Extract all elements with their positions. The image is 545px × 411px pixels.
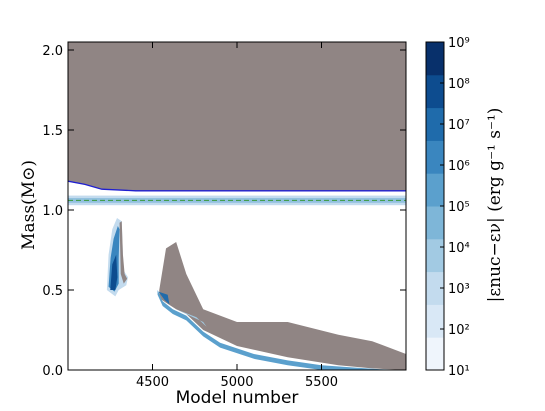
core1-convective: [119, 221, 128, 284]
y-tick-label: 1.5: [42, 124, 63, 139]
colorbar-tick-label: 10⁷: [448, 118, 470, 133]
core-convection-region-2: [157, 242, 406, 370]
envelope-boundary-line: [68, 180, 406, 192]
colorbar-segment: [426, 337, 444, 371]
x-tick-label: 4500: [136, 375, 169, 390]
colorbar-label: |εnuc−εν| (erg g⁻¹ s⁻¹): [485, 108, 505, 303]
y-tick-label: 0.0: [42, 364, 63, 379]
colorbar-tick-label: 10⁵: [448, 200, 470, 215]
core1-inner: [110, 254, 118, 290]
x-tick-label: 5500: [305, 375, 338, 390]
colorbar-segment: [426, 238, 444, 273]
colorbar-ticks: 10¹ 10² 10³ 10⁴ 10⁵ 10⁶ 10⁷ 10⁸ 10⁹: [440, 36, 470, 379]
colorbar-segment: [426, 74, 444, 109]
x-ticks: 4500 5000 5500: [136, 42, 338, 390]
colorbar-tick-label: 10⁸: [448, 77, 470, 92]
colorbar-segment: [426, 271, 444, 305]
colorbar-tick-label: 10²: [448, 323, 470, 338]
colorbar-segment: [426, 173, 444, 207]
colorbar-tick-label: 10³: [448, 282, 470, 297]
x-axis-label: Model number: [176, 388, 299, 408]
y-axis-label: Mass(M⊙): [19, 160, 39, 250]
colorbar-tick-label: 10⁹: [448, 36, 470, 51]
y-tick-label: 0.5: [42, 284, 63, 299]
envelope-convection-region: [68, 42, 406, 191]
colorbar-tick-label: 10⁴: [448, 241, 470, 256]
colorbar-segment: [426, 107, 444, 141]
x-tick-label: 5000: [220, 375, 253, 390]
core-convection-region-1: [106, 218, 128, 297]
y-ticks: 0.0 0.5 1.0 1.5 2.0: [42, 44, 406, 379]
colorbar-tick-label: 10⁶: [448, 159, 470, 174]
y-tick-label: 2.0: [42, 44, 63, 59]
colorbar-tick-label: 10¹: [448, 364, 470, 379]
plot-content: [68, 42, 406, 370]
y-tick-label: 1.0: [42, 204, 63, 219]
colorbar-segment: [426, 206, 444, 240]
colorbar-segment: [426, 304, 444, 338]
colorbar: [426, 42, 444, 371]
colorbar-segment: [426, 140, 444, 174]
colorbar-segment: [426, 42, 444, 76]
core2-burning-peak: [158, 291, 170, 305]
core2-convective: [159, 242, 406, 370]
